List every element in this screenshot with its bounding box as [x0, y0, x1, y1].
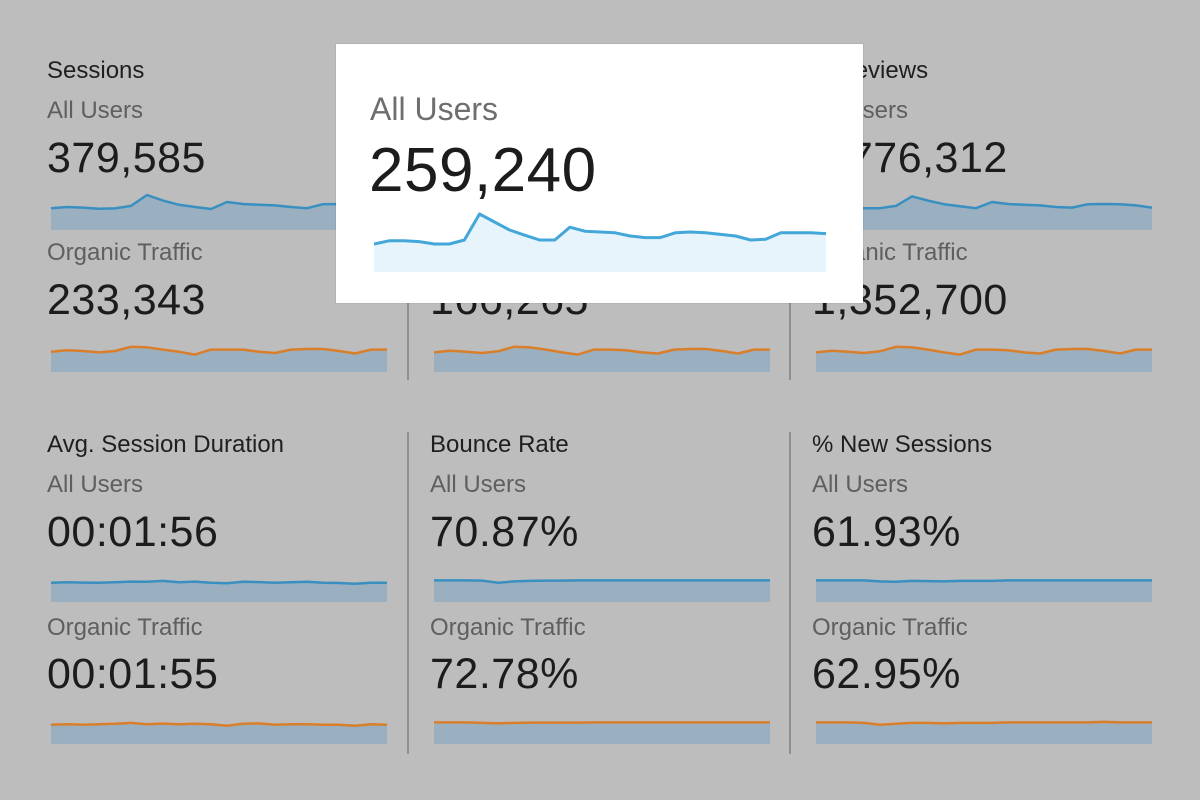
sparkline-area: [434, 580, 770, 602]
segment-value-organic-traffic: 00:01:55: [47, 650, 219, 698]
metric-card-bounce-rate[interactable]: Bounce Rate All Users 70.87% Organic Tra…: [430, 430, 775, 750]
zoom-segment-value: 259,240: [369, 136, 597, 205]
metric-card-sessions[interactable]: Sessions All Users 379,585 Organic Traff…: [47, 56, 392, 386]
sparkline-area: [51, 580, 387, 602]
sparkline-organic-traffic: [434, 345, 770, 372]
column-divider: [407, 432, 409, 754]
segment-label-all-users: All Users: [47, 97, 144, 124]
segment-label-all-users: All Users: [47, 471, 144, 498]
segment-value-all-users: 00:01:56: [47, 508, 219, 556]
sparkline-area: [816, 346, 1152, 372]
zoomed-metric-callout: All Users 259,240: [336, 44, 863, 303]
segment-value-all-users: 379,585: [47, 134, 206, 182]
sparkline-line: [816, 579, 1152, 584]
zoom-segment-label: All Users: [370, 91, 499, 127]
sparkline-area: [51, 722, 387, 744]
sparkline-area: [51, 346, 387, 372]
sparkline-all-users: [434, 579, 770, 602]
sparkline-all-users: [51, 579, 387, 602]
sparkline-organic-traffic: [51, 345, 387, 372]
segment-value-organic-traffic: 62.95%: [812, 650, 961, 698]
sparkline-area: [816, 721, 1152, 744]
segment-label-organic-traffic: Organic Traffic: [430, 614, 586, 641]
sparkline-line: [51, 721, 387, 728]
metric-title: % New Sessions: [812, 431, 993, 458]
sparkline-area: [374, 214, 826, 272]
sparkline-organic-traffic: [434, 721, 770, 744]
sparkline-line: [51, 193, 387, 211]
metric-card-new-sessions[interactable]: % New Sessions All Users 61.93% Organic …: [812, 430, 1157, 750]
segment-label-organic-traffic: Organic Traffic: [47, 239, 203, 266]
sparkline-organic-traffic: [816, 720, 1152, 744]
metric-title: Avg. Session Duration: [47, 431, 285, 458]
sparkline-area: [816, 196, 1152, 230]
sparkline-area: [434, 722, 770, 744]
sparkline-line: [816, 720, 1152, 727]
sparkline-organic-traffic: [816, 345, 1152, 372]
sparkline-line: [816, 345, 1152, 356]
sparkline-line: [51, 345, 387, 356]
segment-label-all-users: All Users: [430, 471, 527, 498]
sparkline-area: [434, 346, 770, 372]
metric-title: Sessions: [47, 57, 145, 84]
sparkline-area: [816, 580, 1152, 602]
segment-label-organic-traffic: Organic Traffic: [812, 614, 968, 641]
segment-value-organic-traffic: 72.78%: [430, 650, 579, 698]
segment-value-all-users: 61.93%: [812, 508, 961, 556]
zoom-sparkline: [374, 212, 826, 272]
sparkline-line: [434, 579, 770, 585]
column-divider: [789, 432, 791, 754]
sparkline-all-users: [816, 579, 1152, 602]
sparkline-line: [816, 195, 1152, 210]
sparkline-line: [51, 579, 387, 586]
sparkline-line: [434, 721, 770, 725]
sparkline-all-users: [51, 193, 387, 230]
segment-value-organic-traffic: 233,343: [47, 276, 206, 324]
segment-label-all-users: All Users: [812, 471, 909, 498]
sparkline-organic-traffic: [51, 721, 387, 744]
metric-card-avg-session-duration[interactable]: Avg. Session Duration All Users 00:01:56…: [47, 430, 392, 750]
metric-title: Bounce Rate: [430, 431, 569, 458]
sparkline-line: [434, 345, 770, 356]
metric-card-pageviews[interactable]: Pageviews All Users 1,776,312 Organic Tr…: [812, 56, 1157, 386]
segment-label-organic-traffic: Organic Traffic: [47, 614, 203, 641]
sparkline-all-users: [816, 195, 1152, 230]
segment-value-all-users: 70.87%: [430, 508, 579, 556]
sparkline-line: [374, 212, 826, 246]
